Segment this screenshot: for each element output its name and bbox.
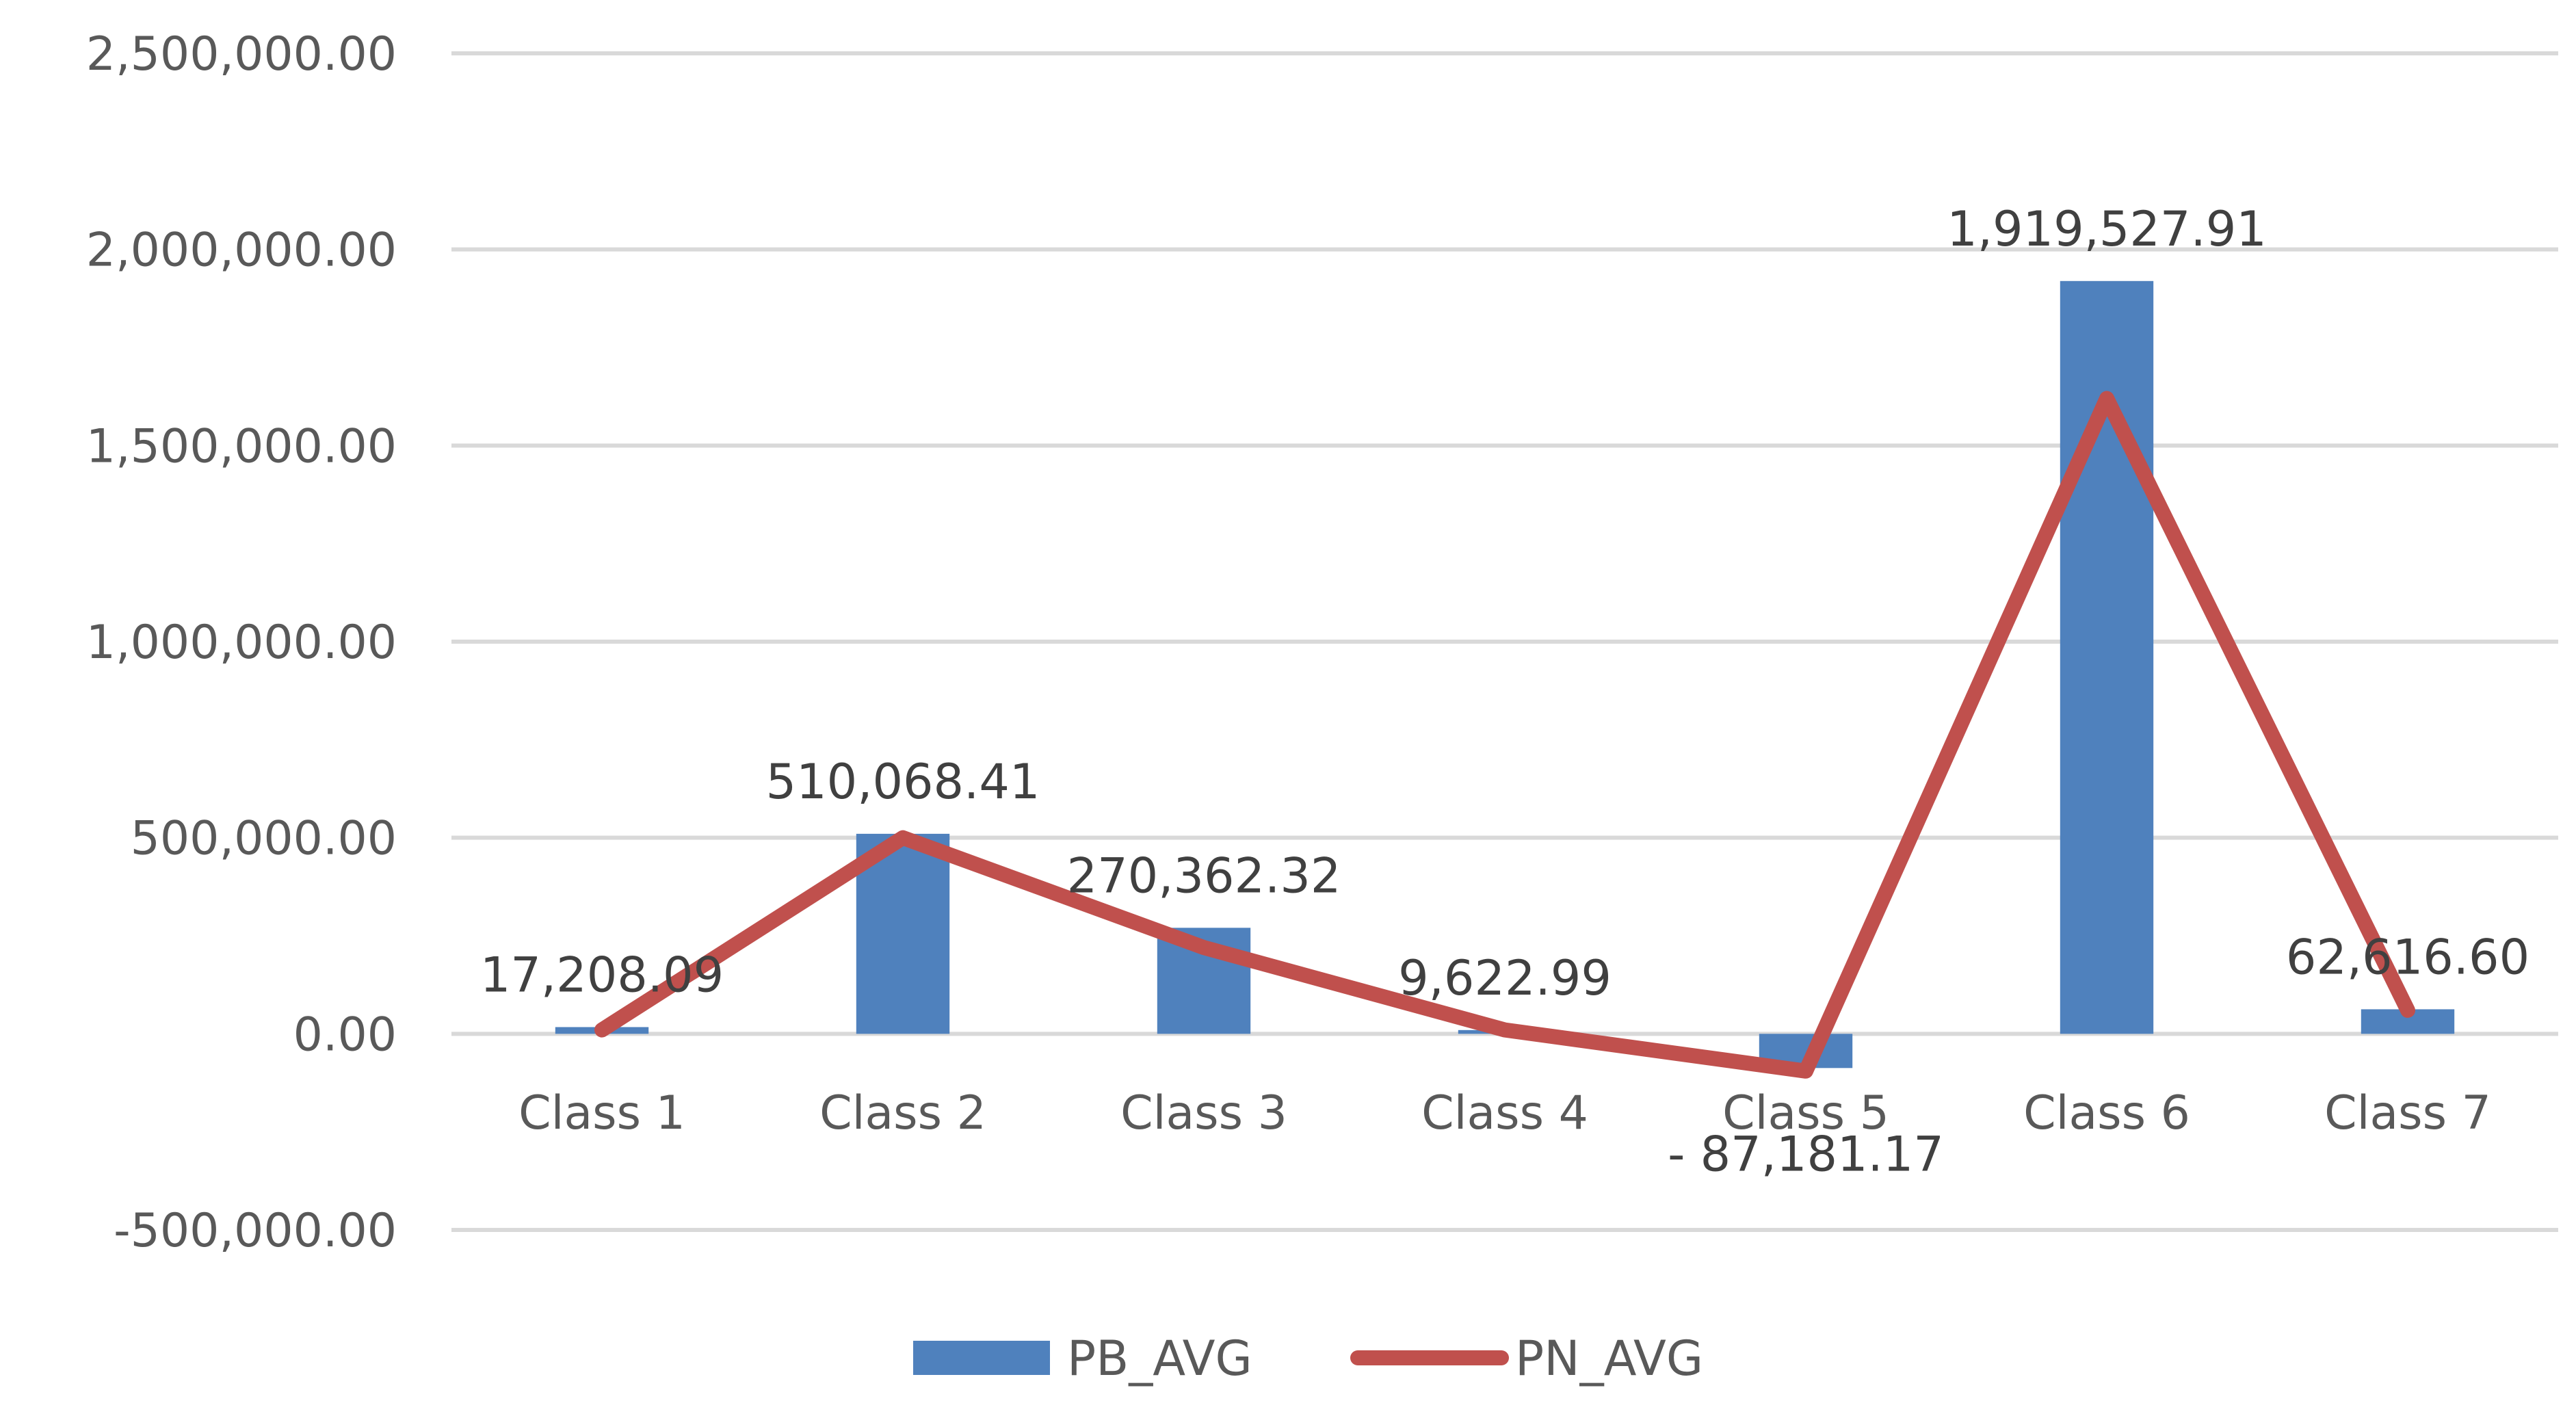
data-label: - 87,181.17 <box>1668 1126 1944 1182</box>
legend-label: PN_AVG <box>1515 1330 1703 1387</box>
x-tick-label: Class 2 <box>819 1086 986 1140</box>
gridlines <box>451 51 2558 1232</box>
data-label: 62,616.60 <box>2286 929 2529 985</box>
x-tick-label: Class 1 <box>518 1086 685 1140</box>
y-tick-label: 500,000.00 <box>131 812 397 866</box>
y-tick-label: -500,000.00 <box>114 1204 397 1258</box>
x-tick-label: Class 4 <box>1421 1086 1588 1140</box>
data-label: 9,622.99 <box>1398 950 1612 1006</box>
x-tick-label: Class 5 <box>1722 1086 1889 1140</box>
legend-swatch-bar <box>913 1341 1050 1375</box>
line-series-path <box>594 391 2415 1079</box>
y-axis-tick-labels: -500,000.00 0.00 500,000.00 1,000,000.00 1,5… <box>86 27 397 1258</box>
y-tick-label: 0.00 <box>293 1008 397 1062</box>
legend: PB_AVG PN_AVG <box>913 1330 1703 1387</box>
y-tick-label: 2,000,000.00 <box>86 224 397 278</box>
x-tick-label: Class 7 <box>2324 1086 2491 1140</box>
y-tick-label: 1,000,000.00 <box>86 616 397 670</box>
x-tick-label: Class 3 <box>1120 1086 1287 1140</box>
y-tick-label: 1,500,000.00 <box>86 419 397 473</box>
y-tick-label: 2,500,000.00 <box>86 27 397 81</box>
legend-label: PB_AVG <box>1067 1330 1252 1387</box>
data-label: 17,208.09 <box>480 947 724 1003</box>
data-label: 510,068.41 <box>766 754 1040 810</box>
x-tick-label: Class 6 <box>2023 1086 2190 1140</box>
data-labels: 17,208.09 510,068.41 270,362.32 9,622.99 - 8… <box>480 201 2529 1183</box>
data-label: 1,919,527.91 <box>1947 201 2267 257</box>
x-axis-tick-labels: Class 1 Class 2 Class 3 Class 4 Class 5 Class… <box>518 1086 2491 1140</box>
line-series <box>594 391 2415 1079</box>
data-label: 270,362.32 <box>1067 848 1341 904</box>
bar <box>856 833 950 1034</box>
